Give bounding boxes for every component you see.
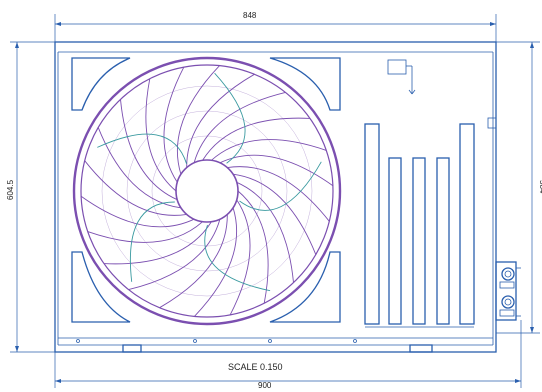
bottom-width-label: 900: [258, 381, 272, 390]
grille-wire: [120, 99, 178, 201]
grille-wire: [80, 195, 195, 228]
top-width-dimension: 848: [54, 11, 497, 42]
coil-rib-1: [364, 123, 380, 325]
grille-wire: [176, 65, 220, 175]
coil-rib-5: [459, 123, 475, 325]
grille-wire: [211, 139, 327, 161]
unit-housing: [54, 41, 497, 353]
grille-wire: [229, 199, 251, 316]
corner-plate-top-left: [71, 57, 131, 111]
right-foot-bracket: [409, 344, 433, 353]
coil-rib-2: [388, 157, 402, 325]
coil-rib-4: [436, 157, 450, 325]
fan-grille: [72, 56, 342, 326]
grille-wire: [219, 154, 334, 187]
corner-plate-bottom-left: [71, 251, 131, 323]
coil-panel: [364, 59, 497, 328]
right-height-dimension: 584: [496, 41, 542, 334]
left-height-label: 604.5: [6, 179, 15, 200]
grille-wire: [236, 181, 294, 283]
grille-wire: [227, 166, 330, 222]
grille-wire: [163, 66, 185, 183]
service-valves: [495, 261, 521, 321]
grille-wire: [202, 117, 311, 161]
top-width-label: 848: [243, 11, 257, 20]
left-height-dimension: 604.5: [6, 41, 55, 353]
left-foot-bracket: [122, 344, 142, 353]
fan-blade: [204, 224, 271, 292]
grille-wire: [97, 127, 181, 209]
grille-wire: [103, 221, 212, 265]
coil-rib-3: [412, 157, 426, 325]
grille-spokes: [80, 65, 334, 317]
corner-plate-bottom-right: [269, 251, 341, 323]
fan-blade: [129, 201, 175, 282]
grille-wire: [159, 214, 228, 309]
grille-wire: [128, 219, 221, 291]
corner-plate-top-right: [269, 57, 341, 111]
right-height-label: 584: [538, 180, 542, 194]
fan-blade: [97, 133, 188, 164]
fan-blades: [97, 72, 322, 292]
grille-wire: [194, 207, 238, 317]
fan-blade: [214, 72, 246, 164]
grille-wire: [87, 221, 203, 243]
grille-wire: [84, 160, 187, 216]
grille-wire: [237, 190, 269, 304]
grille-wire: [233, 173, 317, 255]
grille-wire: [145, 78, 177, 192]
fan-blade: [239, 161, 322, 211]
grille-wire: [193, 91, 286, 163]
grille-corner-plates: [71, 57, 341, 323]
grille-wire: [186, 73, 255, 168]
bottom-width-dimension: 900: [54, 320, 522, 390]
fan-hub: [175, 159, 239, 223]
scale-label: SCALE 0.150: [228, 362, 283, 372]
